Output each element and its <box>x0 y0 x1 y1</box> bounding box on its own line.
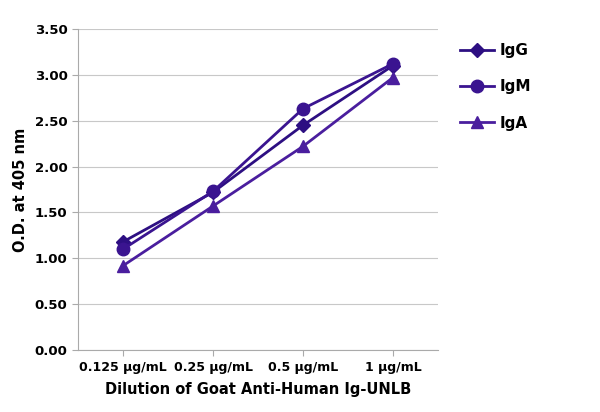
IgA <box>119 263 127 268</box>
IgA <box>209 204 217 208</box>
IgA <box>299 144 307 149</box>
IgM <box>209 189 217 194</box>
IgM <box>389 61 397 66</box>
Y-axis label: O.D. at 405 nm: O.D. at 405 nm <box>13 127 28 252</box>
X-axis label: Dilution of Goat Anti-Human Ig-UNLB: Dilution of Goat Anti-Human Ig-UNLB <box>105 382 411 397</box>
IgG <box>389 63 397 68</box>
IgG <box>119 239 127 244</box>
Legend: IgG, IgM, IgA: IgG, IgM, IgA <box>460 43 531 131</box>
IgG <box>299 123 307 128</box>
IgG <box>209 190 217 195</box>
IgM <box>299 106 307 111</box>
IgA <box>389 75 397 80</box>
Line: IgG: IgG <box>118 61 398 247</box>
Line: IgA: IgA <box>118 72 398 271</box>
Line: IgM: IgM <box>117 58 399 255</box>
IgM <box>119 247 127 252</box>
